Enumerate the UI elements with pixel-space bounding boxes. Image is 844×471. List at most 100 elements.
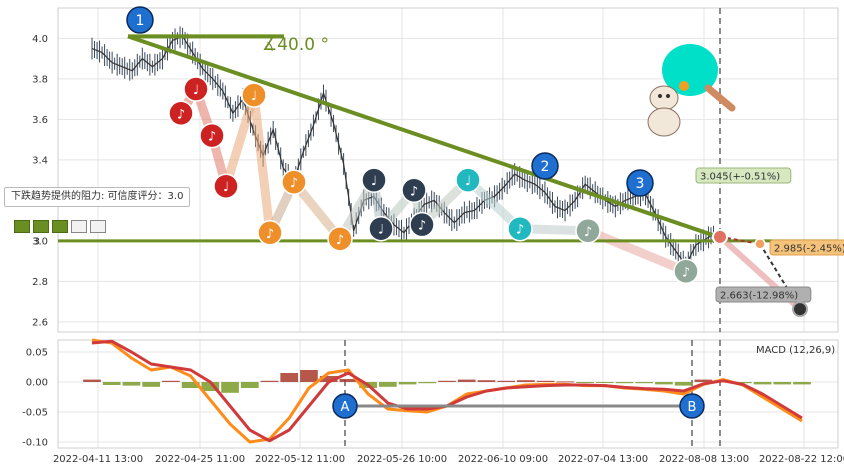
note-glyph: ♩ bbox=[378, 223, 384, 238]
annotation-text: 3.045(+-0.51%) bbox=[700, 172, 780, 183]
note-marker bbox=[455, 167, 481, 193]
macd-histogram-bar bbox=[733, 382, 752, 384]
note-marker bbox=[241, 82, 267, 108]
macd-series-line bbox=[91, 338, 803, 444]
macd-histogram-bar bbox=[378, 382, 397, 387]
macd-histogram-bar bbox=[576, 382, 594, 383]
annotation-text: 2.663(-12.98%) bbox=[720, 291, 798, 302]
macd-histogram-bar bbox=[655, 382, 673, 385]
macd-histogram-bar bbox=[319, 376, 338, 382]
note-glyph: ♪ bbox=[177, 107, 185, 122]
price-panel bbox=[57, 7, 839, 333]
macd-y-tick-label: -0.10 bbox=[22, 438, 48, 449]
macd-histogram-bar bbox=[181, 382, 200, 388]
target-marker bbox=[792, 301, 808, 318]
note-glyph: ♩ bbox=[251, 89, 257, 104]
macd-histogram-bar bbox=[398, 382, 417, 385]
swing-band bbox=[249, 90, 275, 238]
macd-histogram-bar bbox=[142, 382, 161, 387]
macd-histogram-bar bbox=[477, 380, 496, 382]
peak-markers: 1 2 3 bbox=[126, 6, 654, 197]
note-marker bbox=[368, 215, 394, 242]
price-frame bbox=[57, 7, 839, 333]
peak-label: 2 bbox=[541, 159, 550, 175]
peak-label: 1 bbox=[136, 13, 145, 29]
dog-body bbox=[647, 107, 681, 137]
note-glyph: ♩ bbox=[223, 180, 229, 195]
macd-histogram-bar bbox=[753, 382, 772, 385]
note-glyph: ♪ bbox=[290, 176, 298, 191]
y-tick-label: 3.4 bbox=[32, 155, 48, 166]
note-glyph: ♩ bbox=[371, 174, 377, 189]
macd-panel bbox=[57, 339, 839, 449]
note-glyph: ♪ bbox=[266, 227, 274, 242]
confidence-star bbox=[52, 220, 68, 233]
macd-histogram-bar bbox=[260, 380, 279, 382]
macd-marker-label: B bbox=[688, 400, 697, 415]
dog-head bbox=[649, 85, 679, 111]
macd-histogram-bar bbox=[793, 382, 811, 385]
macd-histogram-bar bbox=[102, 382, 121, 385]
y-tick-label: 3.6 bbox=[32, 115, 48, 126]
note-glyph: ♩ bbox=[465, 174, 471, 189]
peak-marker bbox=[126, 6, 154, 34]
macd-histogram-bar bbox=[122, 382, 141, 386]
note-glyph: ♪ bbox=[208, 130, 216, 145]
note-glyph: ♪ bbox=[682, 265, 690, 280]
macd-histogram-bar bbox=[556, 381, 575, 383]
macd-y-tick-label: 0.05 bbox=[26, 348, 48, 359]
macd-frame bbox=[57, 339, 839, 449]
note-marker bbox=[401, 177, 427, 203]
note-marker bbox=[673, 258, 699, 284]
candles bbox=[91, 26, 714, 274]
macd-histogram-bar bbox=[615, 382, 634, 384]
axis-labels: 2022-04-11 13:00 2022-04-25 11:00 2022-05-… bbox=[22, 34, 844, 465]
annotation-text: 2.985(-2.45%) bbox=[774, 244, 844, 255]
macd-title: MACD (12,26,9) bbox=[756, 345, 836, 356]
x-tick-label: 2022-04-11 13:00 bbox=[53, 454, 143, 465]
ball-icon bbox=[679, 81, 689, 91]
resistance-label: 下跌趋势提供的阻力: 可信度评分：3.0 bbox=[4, 187, 191, 207]
macd-histogram-bar bbox=[773, 382, 792, 385]
confidence-stars bbox=[14, 220, 106, 233]
confidence-star bbox=[33, 220, 49, 233]
annotation-box bbox=[769, 239, 844, 256]
note-marker bbox=[199, 122, 225, 149]
annotation-box bbox=[695, 167, 792, 184]
macd-histogram-bar bbox=[595, 382, 614, 383]
peak-label: 3 bbox=[636, 176, 645, 192]
x-tick-label: 2022-08-22 12:00 bbox=[759, 454, 844, 465]
price-annotations: 3.045(+-0.51%) 2.985(-2.45%) 2.663(-12.98%… bbox=[695, 167, 844, 318]
swing-band bbox=[221, 90, 259, 191]
macd-histogram-bar bbox=[280, 373, 299, 382]
note-marker bbox=[257, 220, 283, 246]
level-tick-label: 3 bbox=[34, 236, 40, 247]
note-marker bbox=[213, 173, 239, 199]
macd-histogram-bar bbox=[201, 382, 220, 391]
macd-series-line bbox=[91, 339, 803, 443]
x-tick-label: 2022-06-10 09:00 bbox=[458, 454, 548, 465]
macd-histogram-bar bbox=[162, 380, 180, 382]
macd-histogram-bar bbox=[83, 379, 101, 382]
note-marker bbox=[281, 169, 307, 195]
confidence-star bbox=[71, 220, 87, 233]
macd-histogram-bar bbox=[694, 379, 713, 382]
peak-marker bbox=[626, 169, 654, 197]
macd-marker bbox=[679, 393, 705, 419]
note-marker bbox=[168, 100, 194, 127]
downtrend-line bbox=[127, 34, 719, 239]
note-marker bbox=[183, 76, 209, 102]
x-tick-label: 2022-05-12 11:00 bbox=[255, 454, 345, 465]
swing-band bbox=[583, 226, 691, 276]
macd-histogram-bar bbox=[339, 379, 358, 382]
note-glyph: ♪ bbox=[584, 225, 592, 240]
macd-histogram-bar bbox=[457, 379, 476, 382]
macd-histogram-bar bbox=[300, 370, 318, 382]
macd-histogram-bar bbox=[536, 380, 555, 382]
note-marker bbox=[575, 218, 601, 244]
macd-histogram-bar bbox=[674, 382, 693, 386]
note-marker bbox=[409, 211, 435, 238]
current-price-marker bbox=[712, 228, 728, 245]
